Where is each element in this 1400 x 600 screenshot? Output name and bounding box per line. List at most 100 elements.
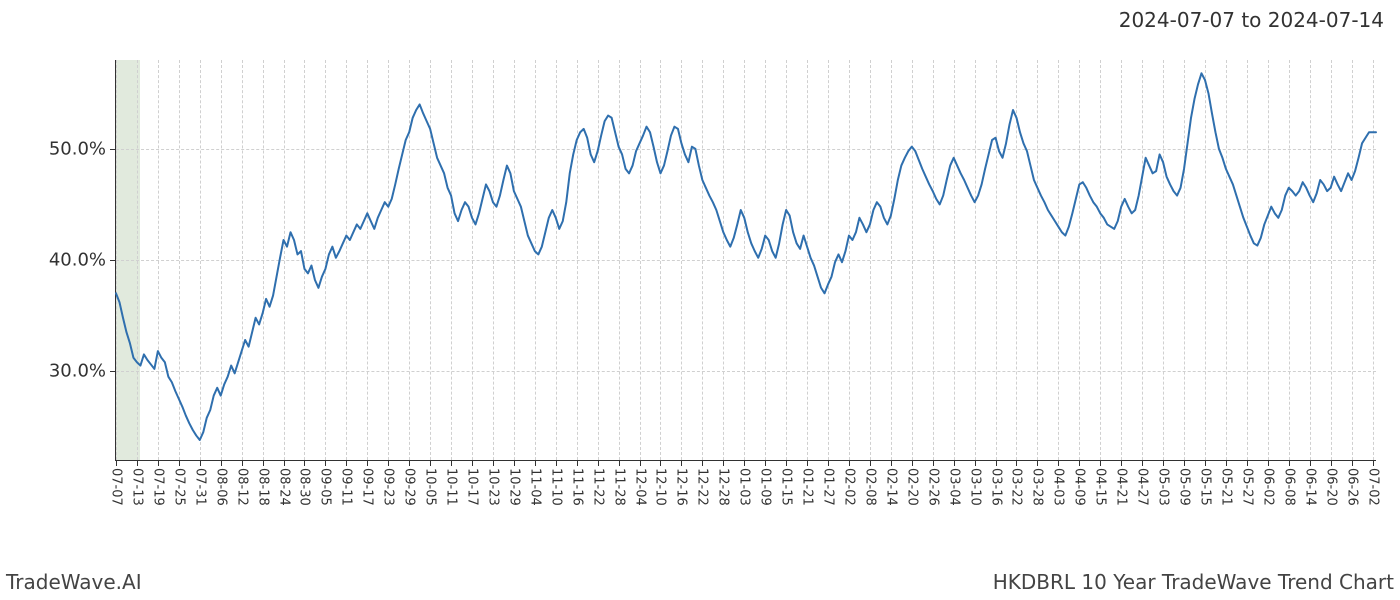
- xtick-label: 06-26: [1344, 468, 1359, 506]
- xtick-mark: [723, 460, 724, 466]
- xtick-mark: [221, 460, 222, 466]
- xtick-label: 05-03: [1156, 468, 1171, 506]
- xtick-mark: [409, 460, 410, 466]
- series-line: [116, 73, 1376, 440]
- xtick-mark: [640, 460, 641, 466]
- xtick-label: 02-20: [904, 468, 919, 506]
- xtick-label: 02-14: [883, 468, 898, 506]
- xtick-label: 06-02: [1260, 468, 1275, 506]
- xtick-label: 07-02: [1365, 468, 1380, 506]
- xtick-label: 04-21: [1114, 468, 1129, 506]
- xtick-label: 03-16: [988, 468, 1003, 506]
- xtick-label: 08-18: [255, 468, 270, 506]
- xtick-mark: [1184, 460, 1185, 466]
- xtick-mark: [451, 460, 452, 466]
- xtick-label: 10-17: [465, 468, 480, 506]
- chart-container: 2024-07-07 to 2024-07-14 30.0%40.0%50.0%…: [0, 0, 1400, 600]
- xtick-mark: [1205, 460, 1206, 466]
- xtick-label: 11-10: [548, 468, 563, 506]
- xtick-label: 09-17: [360, 468, 375, 506]
- ytick-label: 30.0%: [49, 361, 106, 382]
- xtick-mark: [1352, 460, 1353, 466]
- xtick-mark: [179, 460, 180, 466]
- xtick-mark: [367, 460, 368, 466]
- xtick-label: 11-04: [527, 468, 542, 506]
- xtick-label: 03-28: [1030, 468, 1045, 506]
- xtick-label: 08-30: [297, 468, 312, 506]
- xtick-mark: [535, 460, 536, 466]
- xtick-mark: [660, 460, 661, 466]
- chart-title: HKDBRL 10 Year TradeWave Trend Chart: [993, 570, 1394, 594]
- xtick-mark: [242, 460, 243, 466]
- xtick-mark: [346, 460, 347, 466]
- xtick-mark: [849, 460, 850, 466]
- line-chart-svg: [116, 60, 1376, 460]
- xtick-mark: [1226, 460, 1227, 466]
- xtick-label: 04-15: [1093, 468, 1108, 506]
- xtick-label: 05-21: [1218, 468, 1233, 506]
- xtick-mark: [430, 460, 431, 466]
- xtick-label: 01-09: [758, 468, 773, 506]
- xtick-label: 12-10: [653, 468, 668, 506]
- xtick-label: 10-05: [423, 468, 438, 506]
- xtick-mark: [1373, 460, 1374, 466]
- xtick-mark: [472, 460, 473, 466]
- date-range-label: 2024-07-07 to 2024-07-14: [1119, 8, 1384, 32]
- xtick-mark: [619, 460, 620, 466]
- xtick-label: 03-04: [946, 468, 961, 506]
- xtick-mark: [954, 460, 955, 466]
- xtick-mark: [1289, 460, 1290, 466]
- xtick-label: 05-09: [1177, 468, 1192, 506]
- xtick-label: 04-27: [1135, 468, 1150, 506]
- xtick-mark: [912, 460, 913, 466]
- xtick-label: 06-08: [1281, 468, 1296, 506]
- xtick-label: 05-15: [1197, 468, 1212, 506]
- xtick-label: 11-16: [569, 468, 584, 506]
- plot-area: 30.0%40.0%50.0%07-0707-1307-1907-2507-31…: [115, 60, 1376, 461]
- xtick-label: 01-15: [779, 468, 794, 506]
- xtick-label: 02-26: [925, 468, 940, 506]
- xtick-mark: [975, 460, 976, 466]
- xtick-mark: [304, 460, 305, 466]
- xtick-mark: [1331, 460, 1332, 466]
- xtick-label: 09-29: [402, 468, 417, 506]
- brand-label: TradeWave.AI: [6, 570, 142, 594]
- xtick-mark: [681, 460, 682, 466]
- xtick-label: 10-11: [444, 468, 459, 506]
- xtick-mark: [284, 460, 285, 466]
- xtick-mark: [514, 460, 515, 466]
- xtick-mark: [870, 460, 871, 466]
- xtick-label: 12-16: [674, 468, 689, 506]
- xtick-label: 07-31: [192, 468, 207, 506]
- xtick-label: 07-13: [129, 468, 144, 506]
- xtick-label: 12-04: [632, 468, 647, 506]
- xtick-mark: [598, 460, 599, 466]
- xtick-mark: [702, 460, 703, 466]
- xtick-label: 02-02: [841, 468, 856, 506]
- xtick-label: 10-29: [506, 468, 521, 506]
- xtick-mark: [786, 460, 787, 466]
- xtick-label: 01-03: [737, 468, 752, 506]
- xtick-label: 11-22: [590, 468, 605, 506]
- xtick-mark: [200, 460, 201, 466]
- xtick-label: 09-23: [381, 468, 396, 506]
- xtick-label: 01-21: [800, 468, 815, 506]
- xtick-mark: [263, 460, 264, 466]
- xtick-label: 06-14: [1302, 468, 1317, 506]
- xtick-mark: [1268, 460, 1269, 466]
- xtick-mark: [933, 460, 934, 466]
- xtick-label: 01-27: [821, 468, 836, 506]
- xtick-mark: [765, 460, 766, 466]
- xtick-mark: [744, 460, 745, 466]
- xtick-label: 12-22: [695, 468, 710, 506]
- xtick-label: 02-08: [862, 468, 877, 506]
- xtick-mark: [493, 460, 494, 466]
- xtick-mark: [1016, 460, 1017, 466]
- ytick-label: 40.0%: [49, 250, 106, 271]
- xtick-mark: [996, 460, 997, 466]
- xtick-label: 04-03: [1051, 468, 1066, 506]
- xtick-mark: [137, 460, 138, 466]
- xtick-label: 08-12: [234, 468, 249, 506]
- xtick-mark: [1247, 460, 1248, 466]
- xtick-label: 12-28: [716, 468, 731, 506]
